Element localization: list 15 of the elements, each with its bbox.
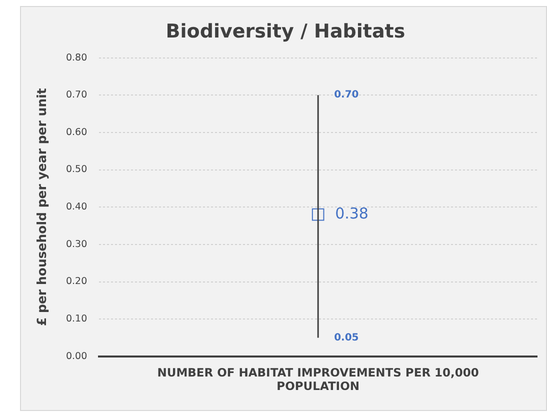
y-tick-label: 0.80 [66,52,88,64]
y-tick-label: 0.00 [66,350,88,362]
y-tick-label: 0.50 [66,164,88,176]
chart-title: Biodiversity / Habitats [166,20,406,42]
x-tick-label: NUMBER OF HABITAT IMPROVEMENTS PER 10,000 POPULATION [157,365,479,394]
y-tick-label: 0.20 [66,276,88,288]
data-label: 0.38 [335,204,368,222]
y-tick-label: 0.30 [66,238,88,250]
y-tick-label: 0.40 [66,202,88,213]
annotation: 0.05 [334,332,359,344]
y-tick-label: 0.70 [66,90,88,101]
y-tick-label: 0.10 [66,314,88,325]
annotation: 0.70 [334,90,359,101]
y-tick-label: 0.60 [66,126,88,138]
y-axis-title: £ per household per year per unit [34,88,49,326]
